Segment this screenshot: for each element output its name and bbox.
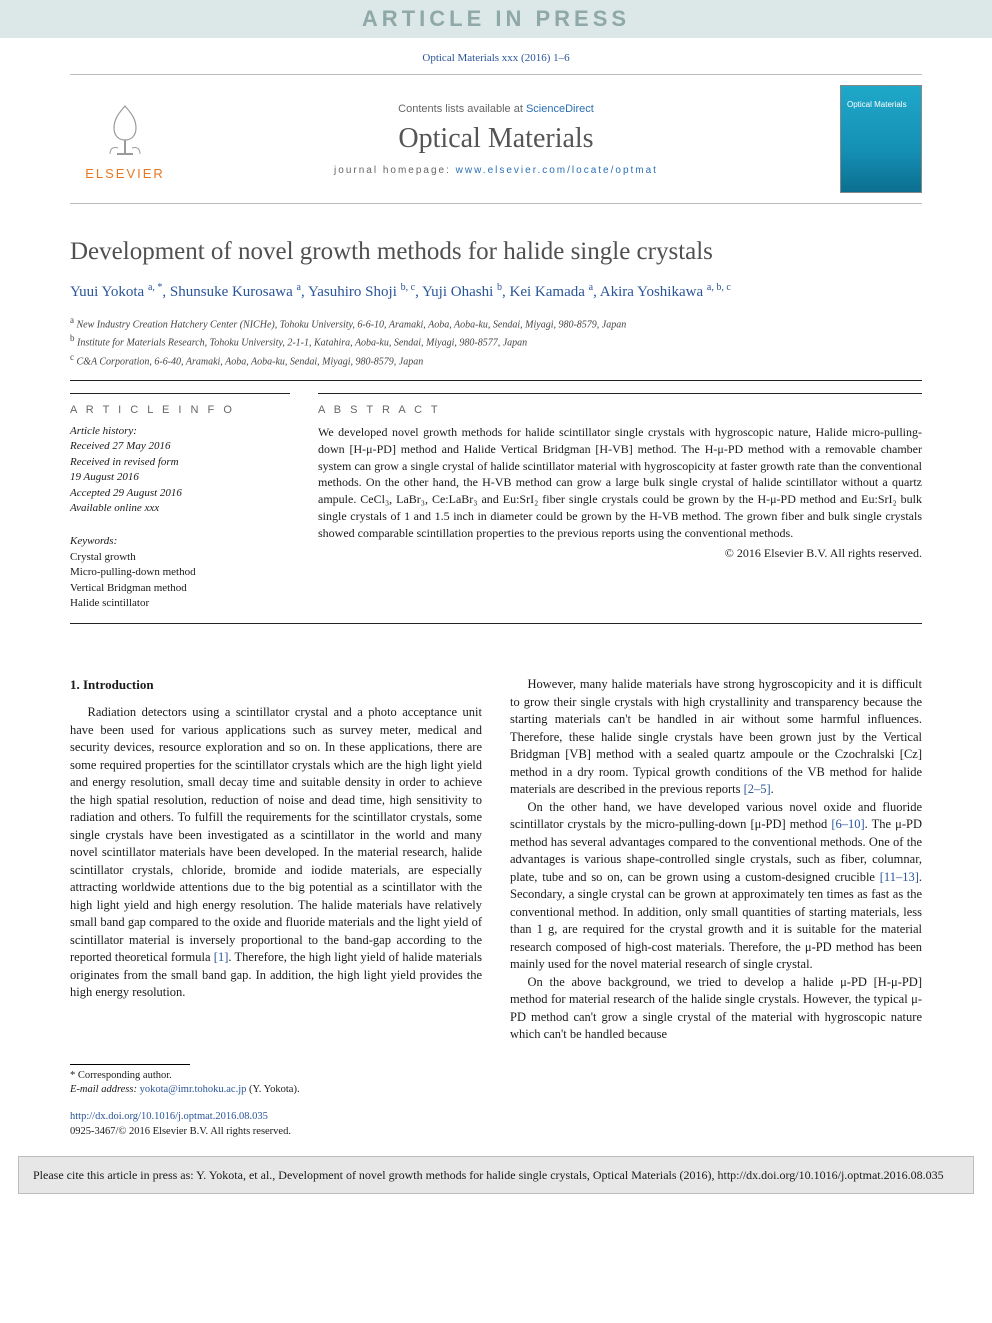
history-line: Available online xxx — [70, 501, 290, 516]
intro-p3-tail: . Secondary, a single crystal can be gro… — [510, 870, 922, 972]
masthead: ELSEVIER Contents lists available at Sci… — [70, 74, 922, 204]
affiliation-line: a New Industry Creation Hatchery Center … — [70, 314, 922, 333]
body-col-left: 1. Introduction Radiation detectors usin… — [70, 676, 482, 1044]
info-heading: A R T I C L E I N F O — [70, 404, 290, 416]
corresponding-author: * Corresponding author. — [70, 1069, 922, 1084]
elsevier-logo: ELSEVIER — [70, 98, 180, 181]
citation-top: Optical Materials xxx (2016) 1–6 — [0, 38, 992, 74]
elsevier-name: ELSEVIER — [70, 166, 180, 181]
affiliation-line: b Institute for Materials Research, Toho… — [70, 332, 922, 351]
keyword-line: Vertical Bridgman method — [70, 581, 290, 596]
affiliation-line: c C&A Corporation, 6-6-40, Aramaki, Aoba… — [70, 351, 922, 370]
issn-line: 0925-3467/© 2016 Elsevier B.V. All right… — [70, 1125, 922, 1140]
homepage-link[interactable]: www.elsevier.com/locate/optmat — [456, 165, 658, 176]
footnote-rule — [70, 1064, 190, 1065]
elsevier-tree-icon — [92, 98, 158, 164]
journal-name: Optical Materials — [180, 123, 812, 155]
abstract-heading: A B S T R A C T — [318, 404, 922, 416]
keyword-line: Halide scintillator — [70, 596, 290, 611]
press-banner: ARTICLE IN PRESS — [0, 0, 992, 38]
intro-para-2: However, many halide materials have stro… — [510, 676, 922, 799]
masthead-center: Contents lists available at ScienceDirec… — [180, 103, 812, 176]
intro-para-3: On the other hand, we have developed var… — [510, 799, 922, 974]
history-line: 19 August 2016 — [70, 470, 290, 485]
keywords-label: Keywords: — [70, 534, 290, 549]
keyword-line: Micro-pulling-down method — [70, 565, 290, 580]
article-history: Article history: Received 27 May 2016Rec… — [70, 424, 290, 516]
cite-banner: Please cite this article in press as: Y.… — [18, 1156, 974, 1195]
sciencedirect-link[interactable]: ScienceDirect — [526, 103, 594, 115]
contents-line: Contents lists available at ScienceDirec… — [180, 103, 812, 115]
article-info: A R T I C L E I N F O Article history: R… — [70, 393, 290, 611]
article-title: Development of novel growth methods for … — [70, 238, 922, 266]
keyword-line: Crystal growth — [70, 550, 290, 565]
footer-block: * Corresponding author. E-mail address: … — [70, 1064, 922, 1140]
corr-email-link[interactable]: yokota@imr.tohoku.ac.jp — [140, 1084, 247, 1095]
affiliations: a New Industry Creation Hatchery Center … — [70, 314, 922, 381]
homepage-prefix: journal homepage: — [334, 165, 456, 176]
email-label: E-mail address: — [70, 1084, 140, 1095]
homepage-line: journal homepage: www.elsevier.com/locat… — [180, 165, 812, 176]
intro-para-1: Radiation detectors using a scintillator… — [70, 704, 482, 1002]
corr-email-line: E-mail address: yokota@imr.tohoku.ac.jp … — [70, 1083, 922, 1098]
cover-title: Optical Materials — [847, 100, 907, 109]
abstract: A B S T R A C T We developed novel growt… — [318, 393, 922, 611]
history-line: Received 27 May 2016 — [70, 439, 290, 454]
authors: Yuui Yokota a, *, Shunsuke Kurosawa a, Y… — [70, 280, 922, 304]
doi-block: http://dx.doi.org/10.1016/j.optmat.2016.… — [70, 1110, 922, 1139]
abstract-text: We developed novel growth methods for ha… — [318, 424, 922, 542]
ref-link-6-10[interactable]: [6–10] — [831, 817, 864, 831]
ref-link-1[interactable]: [1] — [214, 950, 229, 964]
intro-para-4: On the above background, we tried to dev… — [510, 974, 922, 1044]
ref-link-2-5[interactable]: [2–5] — [744, 782, 771, 796]
history-label: Article history: — [70, 424, 290, 439]
body-columns: 1. Introduction Radiation detectors usin… — [70, 676, 922, 1044]
info-abstract-row: A R T I C L E I N F O Article history: R… — [70, 393, 922, 624]
intro-p2-tail: . — [771, 782, 774, 796]
abstract-copyright: © 2016 Elsevier B.V. All rights reserved… — [318, 546, 922, 561]
corr-email-tail: (Y. Yokota). — [246, 1084, 299, 1095]
intro-p2-text: However, many halide materials have stro… — [510, 677, 922, 796]
doi-link[interactable]: http://dx.doi.org/10.1016/j.optmat.2016.… — [70, 1111, 268, 1122]
section-1-heading: 1. Introduction — [70, 676, 482, 694]
history-line: Received in revised form — [70, 455, 290, 470]
ref-link-11-13[interactable]: [11–13] — [880, 870, 919, 884]
history-line: Accepted 29 August 2016 — [70, 486, 290, 501]
contents-prefix: Contents lists available at — [398, 103, 526, 115]
body-col-right: However, many halide materials have stro… — [510, 676, 922, 1044]
journal-cover: Optical Materials — [840, 85, 922, 193]
keywords-block: Keywords: Crystal growthMicro-pulling-do… — [70, 534, 290, 611]
intro-p1-text: Radiation detectors using a scintillator… — [70, 705, 482, 964]
